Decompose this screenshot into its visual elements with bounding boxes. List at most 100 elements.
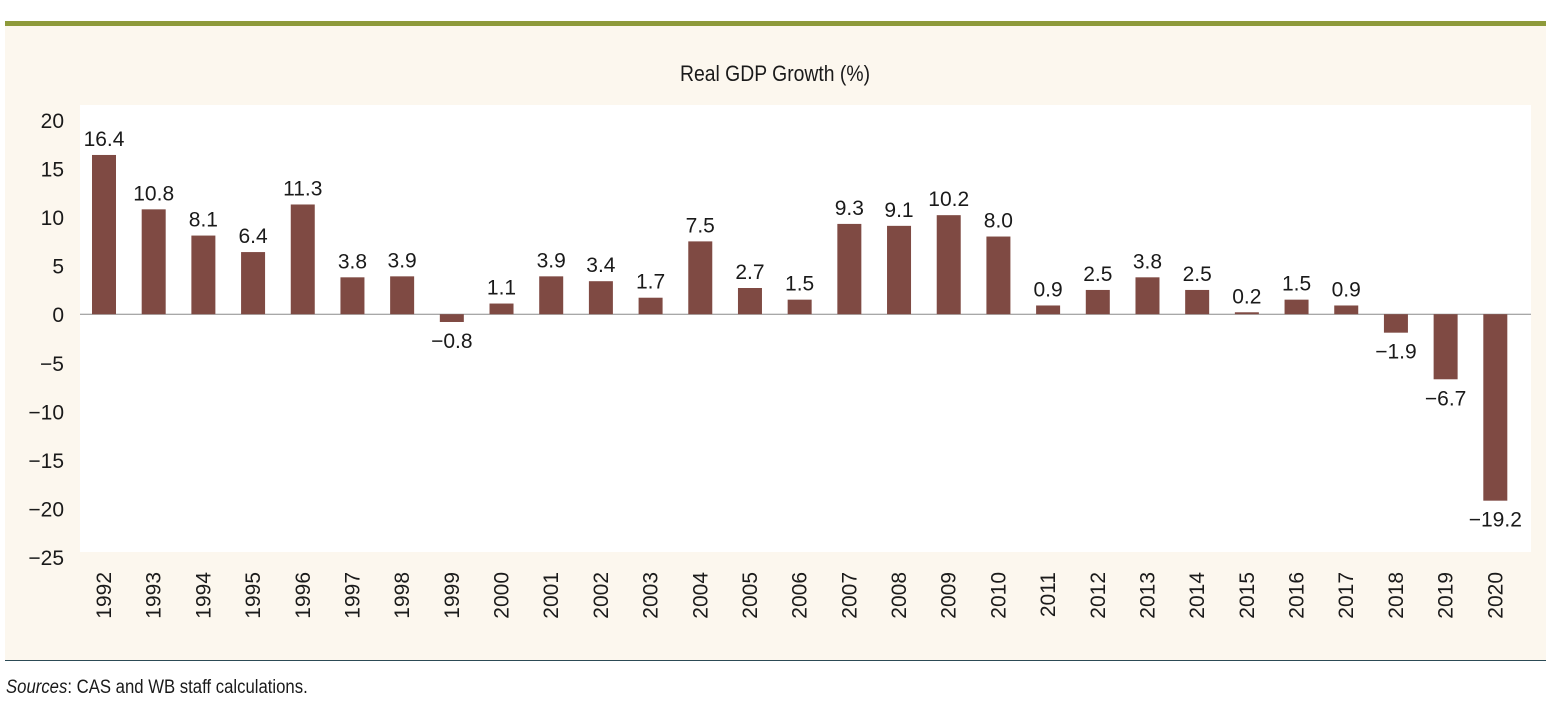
x-tick-label-2018: 2018 [1385,572,1408,619]
value-label-2019: −6.7 [1425,387,1466,410]
value-label-1994: 8.1 [189,209,218,232]
y-tick-label: 5 [52,256,64,279]
value-label-2008: 9.1 [884,199,913,222]
plot-area [80,105,1531,552]
value-label-2010: 8.0 [984,210,1013,233]
bar-2006 [787,299,812,315]
value-label-2002: 3.4 [586,254,616,277]
value-label-1992: 16.4 [84,128,125,151]
value-label-2006: 1.5 [785,273,814,296]
value-label-2012: 2.5 [1083,263,1112,286]
bar-2013 [1135,277,1160,315]
value-label-2017: 0.9 [1332,278,1361,301]
source-note: Sources: CAS and WB staff calculations. [6,677,308,699]
bar-2017 [1334,305,1359,315]
x-tick-label-2015: 2015 [1236,572,1259,619]
bar-2009 [936,215,961,315]
bar-2018 [1383,314,1408,333]
value-label-2001: 3.9 [537,249,566,272]
bar-2019 [1433,314,1458,380]
bar-2001 [539,276,564,315]
bar-1997 [340,277,365,315]
y-tick-label: 0 [52,304,64,327]
x-tick-label-1992: 1992 [93,572,116,619]
x-tick-label-2017: 2017 [1335,572,1358,619]
y-tick-label: 10 [41,207,64,230]
x-tick-label-2009: 2009 [938,572,961,619]
bar-1999 [439,314,464,322]
value-label-1997: 3.8 [338,250,367,273]
bar-2015 [1234,312,1259,315]
bar-2014 [1185,289,1210,315]
x-tick-label-2011: 2011 [1037,572,1060,617]
x-tick-label-2008: 2008 [888,572,911,619]
value-label-1998: 3.9 [388,249,417,272]
bar-1994 [191,235,216,315]
x-tick-label-2012: 2012 [1087,572,1110,619]
chart-title: Real GDP Growth (%) [679,61,871,86]
value-labels: 16.4 10.8 8.1 6.4 11.3 3.8 3.9 −0.8 1.1 3.9 3.4 1.7… [84,128,1522,532]
x-tick-label-1998: 1998 [391,572,414,619]
x-tick-label-1996: 1996 [292,572,315,619]
value-label-2014: 2.5 [1183,263,1212,286]
x-tick-label-2001: 2001 [540,572,563,619]
bar-2002 [588,281,613,315]
bar-2003 [638,297,663,315]
bar-2011 [1036,305,1061,315]
x-tick-label-2005: 2005 [739,572,762,619]
bar-2000 [489,303,514,315]
bar-1996 [290,204,315,315]
x-axis: 1992 1993 1994 1995 1996 1997 1998 1999 2000 2001… [93,572,1507,619]
bar-2012 [1085,289,1110,315]
value-label-2009: 10.2 [928,188,969,211]
x-tick-label-1999: 1999 [441,572,464,619]
x-tick-label-1997: 1997 [341,572,364,619]
x-tick-label-2019: 2019 [1435,572,1458,619]
x-tick-label-2016: 2016 [1286,572,1309,619]
value-label-2013: 3.8 [1133,250,1162,273]
y-tick-label: 15 [41,159,64,182]
x-tick-label-2007: 2007 [838,572,861,619]
x-tick-label-2013: 2013 [1136,572,1159,619]
bar-2016 [1284,299,1309,315]
y-tick-label: 20 [41,110,64,133]
bar-2020 [1483,314,1508,501]
x-tick-label-2014: 2014 [1186,572,1209,619]
value-label-2011: 0.9 [1034,278,1063,301]
bar-1993 [141,209,166,315]
source-text: : CAS and WB staff calculations. [67,677,308,698]
source-label: Sources [6,677,68,698]
x-tick-label-2004: 2004 [689,572,712,619]
x-tick-label-1994: 1994 [192,572,215,619]
value-label-2018: −1.9 [1375,341,1416,364]
bar-2007 [837,223,862,315]
bar-1995 [241,252,266,315]
value-label-2000: 1.1 [487,277,516,300]
value-label-1999: −0.8 [431,330,472,353]
y-axis: 20 15 10 5 0 −5 −10 −15 −20 −25 [28,110,64,570]
bar-2004 [688,241,713,315]
value-label-2020: −19.2 [1469,509,1522,532]
x-tick-label-2010: 2010 [987,572,1010,619]
x-tick-label-2006: 2006 [789,572,812,619]
y-tick-label: −20 [28,498,64,521]
value-label-2003: 1.7 [636,271,665,294]
y-tick-label: −5 [40,353,64,376]
value-label-2016: 1.5 [1282,273,1311,296]
x-tick-label-2000: 2000 [491,572,514,619]
x-tick-label-1993: 1993 [143,572,166,619]
y-tick-label: −25 [28,547,64,570]
x-tick-label-2002: 2002 [590,572,613,619]
value-label-1996: 11.3 [283,177,322,200]
bar-1992 [92,154,116,315]
value-label-2004: 7.5 [686,214,715,237]
value-label-1995: 6.4 [238,225,268,248]
x-tick-label-1995: 1995 [242,572,265,619]
value-label-2005: 2.7 [735,261,764,284]
bar-2005 [737,288,762,315]
bar-2010 [986,236,1011,315]
value-label-1993: 10.8 [133,182,174,205]
x-tick-label-2003: 2003 [640,572,663,619]
